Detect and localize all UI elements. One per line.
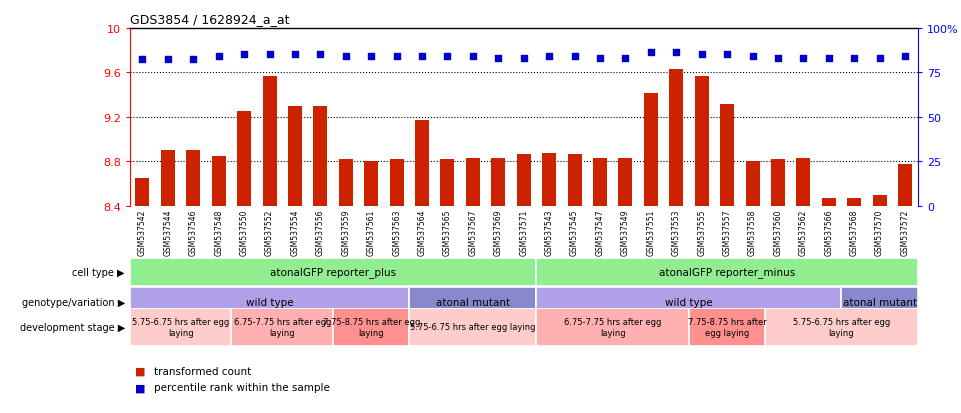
Point [796, 56, 811, 62]
Bar [130, 287, 409, 316]
Point [135, 57, 150, 63]
Bar [237, 112, 251, 206]
Text: 6.75-7.75 hrs after egg
laying: 6.75-7.75 hrs after egg laying [564, 318, 661, 337]
Text: development stage ▶: development stage ▶ [19, 322, 125, 332]
Bar [542, 153, 556, 206]
Bar [160, 151, 175, 206]
Point [516, 56, 531, 62]
Bar [746, 162, 759, 206]
Text: 5.75-6.75 hrs after egg laying: 5.75-6.75 hrs after egg laying [410, 323, 535, 332]
Bar [536, 309, 689, 346]
Bar [440, 160, 455, 206]
Point [592, 56, 607, 62]
Bar [695, 77, 708, 206]
Text: ■: ■ [135, 366, 145, 376]
Bar [415, 121, 429, 206]
Bar [136, 179, 150, 206]
Bar [211, 157, 226, 206]
Bar [517, 154, 530, 206]
Point [872, 56, 887, 62]
Text: wild type: wild type [246, 297, 293, 307]
Point [414, 53, 430, 60]
Text: atonalGFP reporter_plus: atonalGFP reporter_plus [270, 267, 396, 278]
Bar [333, 309, 409, 346]
Point [338, 53, 354, 60]
Point [363, 53, 379, 60]
Bar [689, 309, 765, 346]
Bar [536, 287, 842, 316]
Text: 5.75-6.75 hrs after egg
laying: 5.75-6.75 hrs after egg laying [793, 318, 890, 337]
Point [567, 53, 582, 60]
Point [745, 53, 760, 60]
Point [211, 53, 227, 60]
Text: atonal mutant: atonal mutant [843, 297, 917, 307]
Point [261, 51, 277, 58]
Point [389, 53, 405, 60]
Text: genotype/variation ▶: genotype/variation ▶ [22, 297, 125, 307]
Point [312, 51, 328, 58]
Bar [130, 309, 232, 346]
Text: 6.75-7.75 hrs after egg
laying: 6.75-7.75 hrs after egg laying [234, 318, 331, 337]
Text: cell type ▶: cell type ▶ [72, 267, 125, 277]
Bar [130, 258, 536, 287]
Text: ■: ■ [135, 382, 145, 392]
Bar [288, 107, 302, 206]
Bar [409, 287, 536, 316]
Bar [873, 195, 887, 206]
Text: atonalGFP reporter_minus: atonalGFP reporter_minus [659, 267, 796, 278]
Bar [771, 160, 785, 206]
Bar [262, 77, 277, 206]
Point [440, 53, 456, 60]
Bar [765, 309, 918, 346]
Bar [536, 258, 918, 287]
Point [643, 50, 658, 57]
Text: 7.75-8.75 hrs after
egg laying: 7.75-8.75 hrs after egg laying [688, 318, 767, 337]
Bar [389, 160, 404, 206]
Point [160, 57, 176, 63]
Bar [797, 159, 810, 206]
Text: transformed count: transformed count [154, 366, 251, 376]
Point [847, 56, 862, 62]
Bar [186, 151, 200, 206]
Bar [364, 162, 379, 206]
Text: 7.75-8.75 hrs after egg
laying: 7.75-8.75 hrs after egg laying [323, 318, 420, 337]
Bar [644, 93, 658, 206]
Text: 5.75-6.75 hrs after egg
laying: 5.75-6.75 hrs after egg laying [132, 318, 230, 337]
Point [771, 56, 786, 62]
Bar [848, 199, 861, 206]
Bar [619, 159, 632, 206]
Bar [339, 160, 353, 206]
Point [669, 50, 684, 57]
Bar [232, 309, 333, 346]
Bar [313, 107, 328, 206]
Point [541, 53, 556, 60]
Bar [822, 199, 836, 206]
Point [898, 53, 913, 60]
Bar [842, 287, 918, 316]
Point [720, 51, 735, 58]
Point [236, 51, 252, 58]
Text: GDS3854 / 1628924_a_at: GDS3854 / 1628924_a_at [130, 13, 289, 26]
Bar [466, 159, 480, 206]
Point [821, 56, 836, 62]
Point [465, 53, 480, 60]
Text: percentile rank within the sample: percentile rank within the sample [154, 382, 330, 392]
Point [491, 56, 506, 62]
Bar [899, 164, 912, 206]
Bar [593, 159, 607, 206]
Bar [491, 159, 505, 206]
Point [694, 51, 709, 58]
Bar [720, 104, 734, 206]
Point [618, 56, 633, 62]
Bar [669, 70, 683, 206]
Text: atonal mutant: atonal mutant [436, 297, 510, 307]
Point [185, 57, 201, 63]
Bar [409, 309, 536, 346]
Bar [568, 154, 581, 206]
Text: wild type: wild type [665, 297, 713, 307]
Point [287, 51, 303, 58]
